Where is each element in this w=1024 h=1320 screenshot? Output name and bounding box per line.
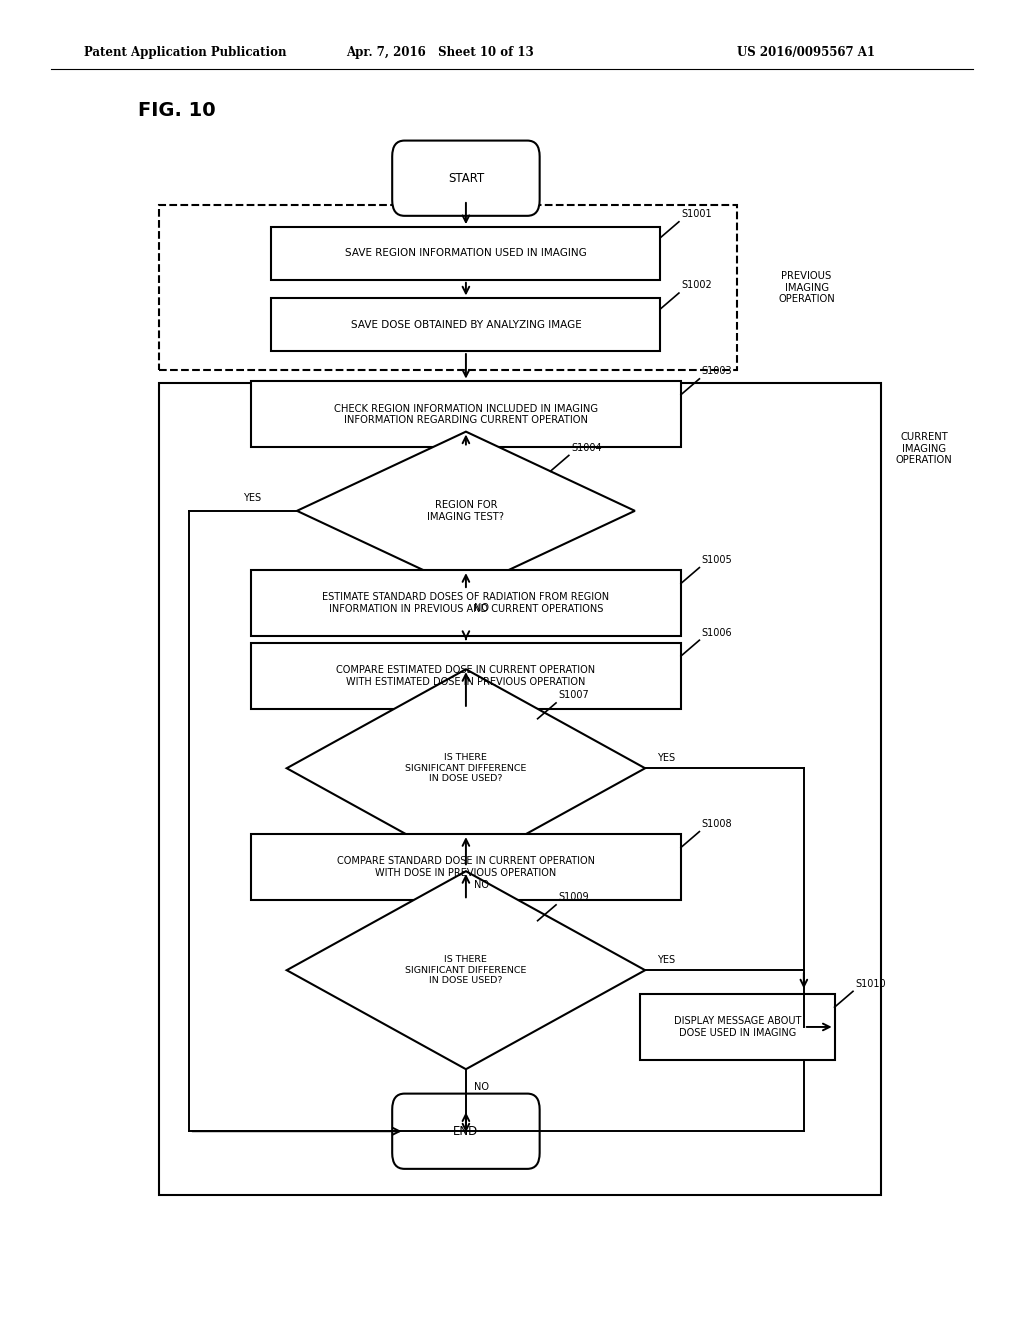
Text: YES: YES [243, 492, 261, 503]
Text: S1005: S1005 [701, 554, 732, 565]
Text: SAVE DOSE OBTAINED BY ANALYZING IMAGE: SAVE DOSE OBTAINED BY ANALYZING IMAGE [350, 319, 582, 330]
Text: Apr. 7, 2016   Sheet 10 of 13: Apr. 7, 2016 Sheet 10 of 13 [346, 46, 535, 59]
Bar [159, 205, 737, 370]
Text: S1001: S1001 [681, 209, 712, 219]
Text: SAVE REGION INFORMATION USED IN IMAGING: SAVE REGION INFORMATION USED IN IMAGING [345, 248, 587, 259]
Text: DISPLAY MESSAGE ABOUT
DOSE USED IN IMAGING: DISPLAY MESSAGE ABOUT DOSE USED IN IMAGI… [674, 1016, 801, 1038]
Text: FIG. 10: FIG. 10 [138, 102, 216, 120]
Text: START: START [447, 172, 484, 185]
Text: S1006: S1006 [701, 627, 732, 638]
FancyBboxPatch shape [251, 381, 681, 447]
FancyBboxPatch shape [271, 298, 660, 351]
Text: END: END [454, 1125, 478, 1138]
Polygon shape [287, 871, 645, 1069]
Text: YES: YES [657, 954, 676, 965]
Text: COMPARE ESTIMATED DOSE IN CURRENT OPERATION
WITH ESTIMATED DOSE IN PREVIOUS OPER: COMPARE ESTIMATED DOSE IN CURRENT OPERAT… [336, 665, 596, 686]
Polygon shape [287, 669, 645, 867]
FancyBboxPatch shape [251, 570, 681, 636]
Text: S1003: S1003 [701, 366, 732, 376]
Text: S1010: S1010 [855, 978, 886, 989]
Text: YES: YES [657, 752, 676, 763]
Text: S1007: S1007 [558, 690, 589, 700]
Text: PREVIOUS
IMAGING
OPERATION: PREVIOUS IMAGING OPERATION [778, 271, 835, 305]
FancyBboxPatch shape [251, 643, 681, 709]
Text: S1002: S1002 [681, 280, 712, 290]
FancyBboxPatch shape [251, 834, 681, 900]
FancyBboxPatch shape [392, 1093, 540, 1170]
Text: NO: NO [474, 1082, 489, 1093]
Text: ESTIMATE STANDARD DOSES OF RADIATION FROM REGION
INFORMATION IN PREVIOUS AND CUR: ESTIMATE STANDARD DOSES OF RADIATION FRO… [323, 593, 609, 614]
Text: IS THERE
SIGNIFICANT DIFFERENCE
IN DOSE USED?: IS THERE SIGNIFICANT DIFFERENCE IN DOSE … [406, 956, 526, 985]
FancyBboxPatch shape [640, 994, 835, 1060]
Text: US 2016/0095567 A1: US 2016/0095567 A1 [737, 46, 876, 59]
Text: CURRENT
IMAGING
OPERATION: CURRENT IMAGING OPERATION [896, 432, 952, 466]
Polygon shape [297, 432, 635, 590]
Text: S1008: S1008 [701, 818, 732, 829]
Text: NO: NO [474, 880, 489, 891]
Text: REGION FOR
IMAGING TEST?: REGION FOR IMAGING TEST? [427, 500, 505, 521]
Bar [159, 383, 881, 1195]
Text: NO: NO [474, 603, 489, 614]
FancyBboxPatch shape [271, 227, 660, 280]
Text: Patent Application Publication: Patent Application Publication [84, 46, 287, 59]
Text: IS THERE
SIGNIFICANT DIFFERENCE
IN DOSE USED?: IS THERE SIGNIFICANT DIFFERENCE IN DOSE … [406, 754, 526, 783]
Text: S1009: S1009 [558, 892, 589, 903]
Text: S1004: S1004 [571, 442, 601, 453]
FancyBboxPatch shape [392, 140, 540, 215]
Text: CHECK REGION INFORMATION INCLUDED IN IMAGING
INFORMATION REGARDING CURRENT OPERA: CHECK REGION INFORMATION INCLUDED IN IMA… [334, 404, 598, 425]
Text: COMPARE STANDARD DOSE IN CURRENT OPERATION
WITH DOSE IN PREVIOUS OPERATION: COMPARE STANDARD DOSE IN CURRENT OPERATI… [337, 857, 595, 878]
